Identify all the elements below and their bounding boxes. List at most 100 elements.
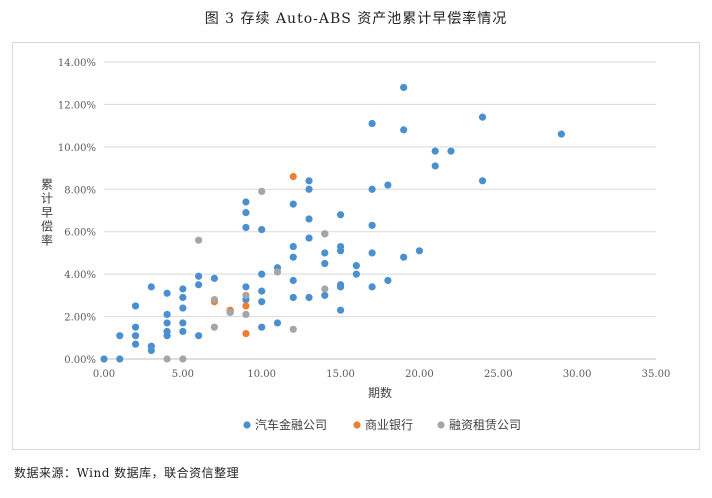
data-point-series-1 [400, 83, 408, 92]
legend-marker [437, 421, 445, 429]
data-point-series-1 [431, 162, 439, 170]
data-point-series-1 [195, 281, 203, 289]
data-point-series-1 [179, 319, 187, 327]
y-tick-label: 14.00% [58, 58, 96, 69]
legend-label: 汽车金融公司 [255, 417, 327, 432]
legend-marker [243, 421, 251, 429]
data-point-series-1 [289, 242, 297, 251]
data-point-series-1 [147, 283, 155, 291]
x-tick-label: 25.00 [484, 369, 513, 380]
data-point-series-1 [258, 323, 266, 331]
data-point-series-1 [242, 223, 250, 232]
chart-area: 0.00% 2.00% 4.00% 6.00% 8.00% 10.00% 12.00% 14.… [12, 42, 700, 450]
data-point-series-1 [163, 310, 171, 319]
data-point-series-1 [368, 185, 376, 193]
data-point-series-1 [179, 285, 187, 293]
data-point-series-1 [131, 340, 140, 348]
data-point-series-1 [305, 293, 313, 302]
data-point-series-1 [384, 181, 392, 189]
data-point-series-3 [179, 355, 187, 363]
data-point-series-1 [131, 302, 140, 310]
data-point-series-1 [179, 304, 187, 312]
data-point-series-3 [226, 308, 234, 316]
data-point-series-3 [210, 296, 218, 304]
data-point-series-1 [210, 274, 218, 282]
data-point-series-1 [400, 253, 408, 261]
data-point-series-1 [478, 177, 487, 185]
figure-title: 图 3 存续 Auto-ABS 资产池累计早偿率情况 [204, 11, 508, 27]
data-point-series-1 [447, 147, 455, 155]
x-tick-label: 30.00 [563, 369, 592, 380]
data-point-series-1 [478, 113, 487, 121]
data-point-series-1 [305, 215, 313, 223]
data-point-series-1 [242, 209, 250, 217]
data-point-series-3 [289, 325, 297, 333]
data-point-series-1 [336, 281, 345, 289]
data-point-series-1 [368, 119, 376, 128]
data-point-series-1 [289, 293, 297, 302]
data-point-series-3 [242, 310, 250, 319]
data-point-series-1 [289, 200, 297, 208]
x-tick-label: 5.00 [172, 369, 194, 380]
data-point-series-1 [368, 283, 376, 291]
data-point-series-2 [242, 329, 250, 338]
data-point-series-1 [273, 319, 282, 327]
y-tick-label: 4.00% [64, 270, 96, 281]
data-point-series-3 [195, 236, 203, 244]
y-tick-label: 8.00% [64, 185, 96, 196]
data-point-series-1 [305, 177, 313, 185]
data-point-series-1 [352, 270, 360, 278]
data-point-series-1 [163, 289, 171, 297]
data-point-series-1 [195, 272, 203, 280]
data-point-series-2 [289, 172, 297, 181]
data-point-series-1 [131, 332, 140, 340]
data-point-series-1 [179, 293, 187, 302]
x-tick-label: 35.00 [642, 369, 671, 380]
data-point-series-1 [116, 355, 124, 363]
data-point-series-1 [163, 319, 171, 327]
data-point-series-1 [557, 130, 565, 138]
data-point-series-1 [336, 242, 345, 251]
data-point-series-1 [116, 332, 124, 340]
x-axis-title: 期数 [368, 385, 392, 400]
data-point-series-1 [321, 249, 329, 257]
data-point-series-3 [242, 291, 250, 299]
data-point-series-1 [179, 327, 187, 336]
data-point-series-1 [305, 185, 313, 193]
scatter-plot: 0.00% 2.00% 4.00% 6.00% 8.00% 10.00% 12.00% 14.… [41, 58, 671, 432]
data-point-series-1 [336, 211, 345, 219]
legend-marker [353, 421, 361, 429]
data-point-series-1 [258, 270, 266, 278]
data-point-series-3 [321, 285, 329, 293]
data-point-series-2 [242, 302, 250, 310]
x-tick-label: 0.00 [93, 369, 115, 380]
x-tick-label: 10.00 [247, 369, 276, 380]
data-point-series-1 [147, 342, 155, 350]
y-tick-label: 10.00% [58, 143, 96, 154]
legend-label: 融资租赁公司 [449, 418, 521, 432]
y-tick-label: 2.00% [64, 313, 96, 324]
x-tick-label: 15.00 [326, 369, 355, 380]
data-point-series-1 [368, 221, 376, 229]
y-axis-title: 累计早偿率 [41, 178, 53, 248]
data-point-series-3 [273, 268, 282, 276]
y-tick-label: 12.00% [58, 100, 96, 111]
data-point-series-1 [131, 323, 140, 331]
data-point-series-1 [258, 225, 266, 234]
data-point-series-1 [242, 283, 250, 291]
data-source-note: 数据来源：Wind 数据库，联合资信整理 [14, 466, 240, 480]
data-point-series-1 [352, 262, 360, 270]
data-point-series-1 [321, 259, 329, 268]
data-point-series-1 [321, 291, 329, 299]
y-tick-label: 0.00% [64, 355, 96, 366]
data-point-series-1 [336, 306, 345, 314]
data-point-series-1 [415, 247, 424, 255]
data-point-series-1 [289, 276, 297, 285]
data-point-series-1 [368, 249, 376, 257]
data-point-series-3 [210, 323, 218, 331]
data-point-series-1 [163, 327, 171, 336]
data-point-series-1 [100, 355, 108, 363]
legend-label: 商业银行 [365, 417, 413, 432]
data-point-series-3 [321, 230, 329, 238]
data-point-series-3 [258, 187, 266, 196]
